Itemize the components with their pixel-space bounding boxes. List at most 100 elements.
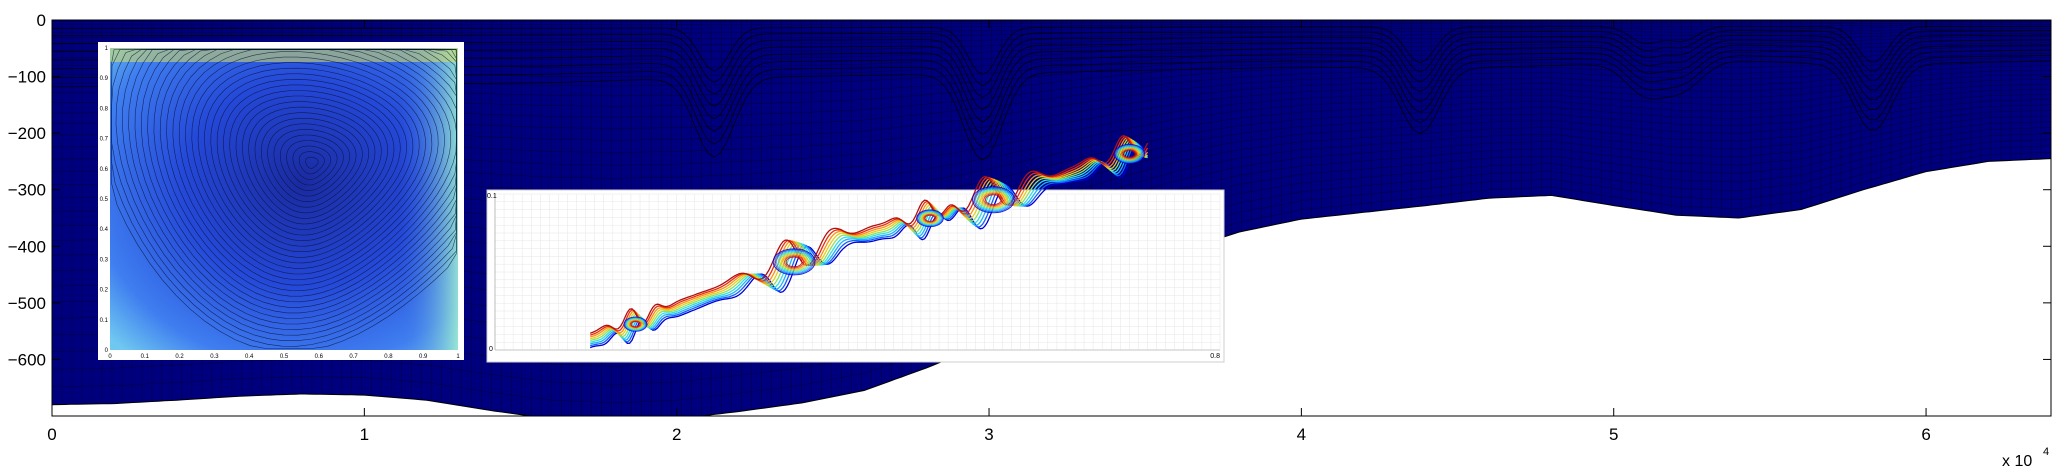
cavity-x-tick-label: 0.6: [315, 354, 324, 360]
vortex-roll-1: [784, 255, 805, 269]
x-multiplier-label: x 10: [2002, 453, 2032, 470]
y-tick-label: −500: [8, 294, 46, 313]
vortex-roll-4: [1122, 149, 1137, 159]
cavity-streamline: [260, 118, 363, 208]
vortex-sheet-curve-6: [590, 136, 1149, 338]
x-tick-label: 1: [360, 425, 369, 444]
vortex-roll-1: [779, 252, 809, 272]
cavity-y-tick-label: 0.4: [100, 227, 109, 233]
inset-cavity-top-layer: [110, 48, 458, 62]
x-tick-label: 2: [672, 425, 681, 444]
vortex-roll-1: [780, 253, 808, 271]
vortex-roll-4: [1116, 145, 1143, 163]
cavity-streamline: [172, 49, 452, 286]
vortex-roll-3: [975, 188, 1012, 212]
cavity-y-tick-label: 0.7: [100, 137, 109, 143]
mesh-hline: [52, 20, 2051, 22]
cavity-streamline: [159, 49, 457, 297]
inset-cavity-streamlines: [111, 49, 457, 349]
cavity-streamline: [254, 112, 370, 214]
vortex-roll-2: [924, 214, 936, 222]
vortex-roll-0: [628, 319, 643, 329]
cavity-streamline: [191, 56, 433, 269]
vortex-roll-1: [785, 256, 803, 268]
vortex-roll-4: [1113, 144, 1146, 164]
cavity-streamline: [185, 51, 439, 275]
vortex-sheet-curve-4: [590, 138, 1148, 342]
cavity-streamline: [111, 49, 457, 349]
vortex-roll-4: [1118, 146, 1141, 161]
cavity-y-tick-label: 0.2: [100, 288, 109, 294]
vortex-roll-0: [625, 317, 646, 331]
vortex-roll-3: [980, 191, 1007, 209]
inset-vortex-axes: 0 0.1 0.8: [487, 193, 1220, 360]
y-tick-label: −600: [8, 350, 46, 369]
vortex-sheet-curve-0: [589, 144, 1149, 349]
cavity-streamline: [197, 62, 426, 264]
cavity-streamline: [229, 90, 395, 236]
cavity-streamline: [210, 73, 414, 252]
y-tick-label: −200: [8, 124, 46, 143]
cavity-x-tick-label: 0.2: [175, 354, 184, 360]
vortex-roll-4: [1119, 147, 1140, 161]
cavity-y-tick-label: 0.9: [100, 76, 109, 82]
cavity-x-tick-label: 0.4: [245, 354, 254, 360]
x-multiplier-exponent: 4: [2043, 446, 2049, 458]
y-tick-label: −100: [8, 68, 46, 87]
cavity-y-tick-label: 0.1: [100, 318, 109, 324]
cavity-y-tick-label: 0.5: [100, 197, 109, 203]
vortex-sheet-curve-8: [589, 135, 1149, 334]
main-axes: 0 1 2 3 4 5 6 0 −100 −200 −300 −400 −500 −600 x 10 4: [8, 11, 2051, 470]
cavity-streamline: [248, 106, 376, 219]
vortex-roll-1: [782, 254, 806, 270]
cavity-streamline: [305, 156, 319, 169]
inset-vortex-grid: [494, 193, 1221, 351]
mesh-hline: [52, 26, 2051, 39]
vortex-roll-3: [973, 187, 1014, 213]
vortex-roll-1: [774, 249, 814, 275]
cavity-streamline: [204, 67, 420, 258]
seafloor-mask: [52, 158, 2051, 416]
cavity-streamline: [235, 95, 388, 230]
cavity-x-tick-label: 0.8: [384, 354, 393, 360]
y-tick-label: −400: [8, 237, 46, 256]
x-tick-label: 6: [1921, 425, 1930, 444]
vortex-sheet-curve-1: [590, 143, 1149, 347]
cavity-y-tick-label: 0: [105, 348, 109, 354]
vortex-sheet-curve-2: [590, 141, 1148, 345]
vortex-roll-4: [1117, 146, 1142, 162]
vortex-roll-2: [917, 210, 943, 227]
vortex-roll-3: [981, 192, 1006, 208]
cavity-y-tick-label: 0.8: [100, 106, 109, 112]
cavity-y-tick-label: 0.3: [100, 257, 109, 263]
cavity-streamline: [298, 151, 325, 175]
cavity-streamline: [216, 78, 407, 247]
cavity-y-tick-label: 1: [105, 46, 109, 52]
y-tick-label: 0: [37, 11, 46, 30]
vortex-sheet-curve-3: [590, 140, 1148, 343]
vortex-roll-2: [920, 212, 940, 225]
vortex-roll-2: [919, 211, 941, 226]
cavity-streamline: [166, 49, 457, 292]
vortex-roll-3: [983, 193, 1004, 207]
cavity-streamline: [223, 84, 401, 241]
vortex-y-tick-label: 0.1: [487, 193, 497, 200]
cavity-y-tick-label: 0.6: [100, 167, 109, 173]
inset-vortex: 0 0.1 0.8: [486, 135, 1225, 363]
x-tick-label: 4: [1297, 425, 1306, 444]
inset-cavity: 0 0.1 0.2 0.3 0.4 0.5 0.6 0.7 0.8 0.9 1 0 0.1 0.2 0.3 0…: [98, 42, 464, 360]
cavity-x-tick-label: 0.7: [349, 354, 358, 360]
plot-frame: [51, 19, 2052, 417]
vortex-sheet-curve-7: [590, 136, 1149, 336]
cavity-streamline: [273, 129, 350, 197]
x-tick-label: 0: [47, 425, 56, 444]
cavity-x-tick-label: 1: [456, 354, 460, 360]
vortex-roll-4: [1114, 144, 1144, 164]
cavity-streamline: [267, 123, 357, 202]
cavity-streamline: [242, 101, 382, 225]
vortex-roll-1: [775, 250, 813, 274]
vortex-roll-2: [923, 214, 937, 223]
inset-vortex-curves: [589, 135, 1149, 349]
cavity-x-tick-label: 0.3: [210, 354, 219, 360]
cavity-streamline: [280, 134, 344, 191]
